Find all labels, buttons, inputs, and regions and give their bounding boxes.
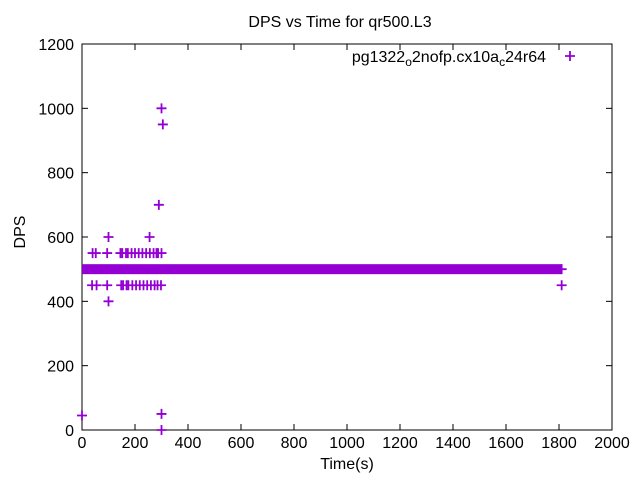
dps-500-band	[82, 264, 562, 275]
x-axis-label: Time(s)	[320, 456, 374, 473]
legend-label: pg1322o2nofp.cx10ac24r64	[352, 49, 546, 69]
y-tick-label: 0	[65, 423, 74, 440]
x-tick-label: 600	[228, 435, 255, 452]
x-tick-label: 1000	[329, 435, 365, 452]
y-axis-label: DPS	[12, 216, 29, 249]
legend: pg1322o2nofp.cx10ac24r64	[352, 49, 575, 69]
x-tick-label: 200	[122, 435, 149, 452]
y-tick-label: 1200	[38, 37, 74, 54]
x-tick-labels: 0 200 400 600 800 1000 1200 1400 1600 1800 2000	[78, 435, 630, 452]
legend-sample-plus-icon	[565, 51, 575, 61]
y-tick-label: 800	[47, 166, 74, 183]
y-axis-ticks	[82, 43, 612, 431]
plot-border	[81, 43, 613, 431]
x-tick-label: 1800	[541, 435, 577, 452]
x-tick-label: 1200	[382, 435, 418, 452]
y-tick-label: 1000	[38, 101, 74, 118]
x-axis-ticks	[81, 44, 613, 430]
y-tick-label: 400	[47, 294, 74, 311]
x-tick-label: 800	[281, 435, 308, 452]
x-tick-label: 2000	[594, 435, 630, 452]
y-tick-labels: 0 200 400 600 800 1000 1200	[38, 37, 74, 440]
x-tick-label: 1600	[488, 435, 524, 452]
x-tick-label: 1400	[435, 435, 471, 452]
scatter-points	[77, 103, 567, 435]
x-tick-label: 0	[78, 435, 87, 452]
y-tick-label: 200	[47, 359, 74, 376]
x-tick-label: 400	[175, 435, 202, 452]
chart-title: DPS vs Time for qr500.L3	[248, 14, 431, 31]
y-tick-label: 600	[47, 230, 74, 247]
plot-render-root: 0 200 400 600 800 1000 1200 1400 1600 1800 2000 0 20…	[38, 37, 629, 452]
